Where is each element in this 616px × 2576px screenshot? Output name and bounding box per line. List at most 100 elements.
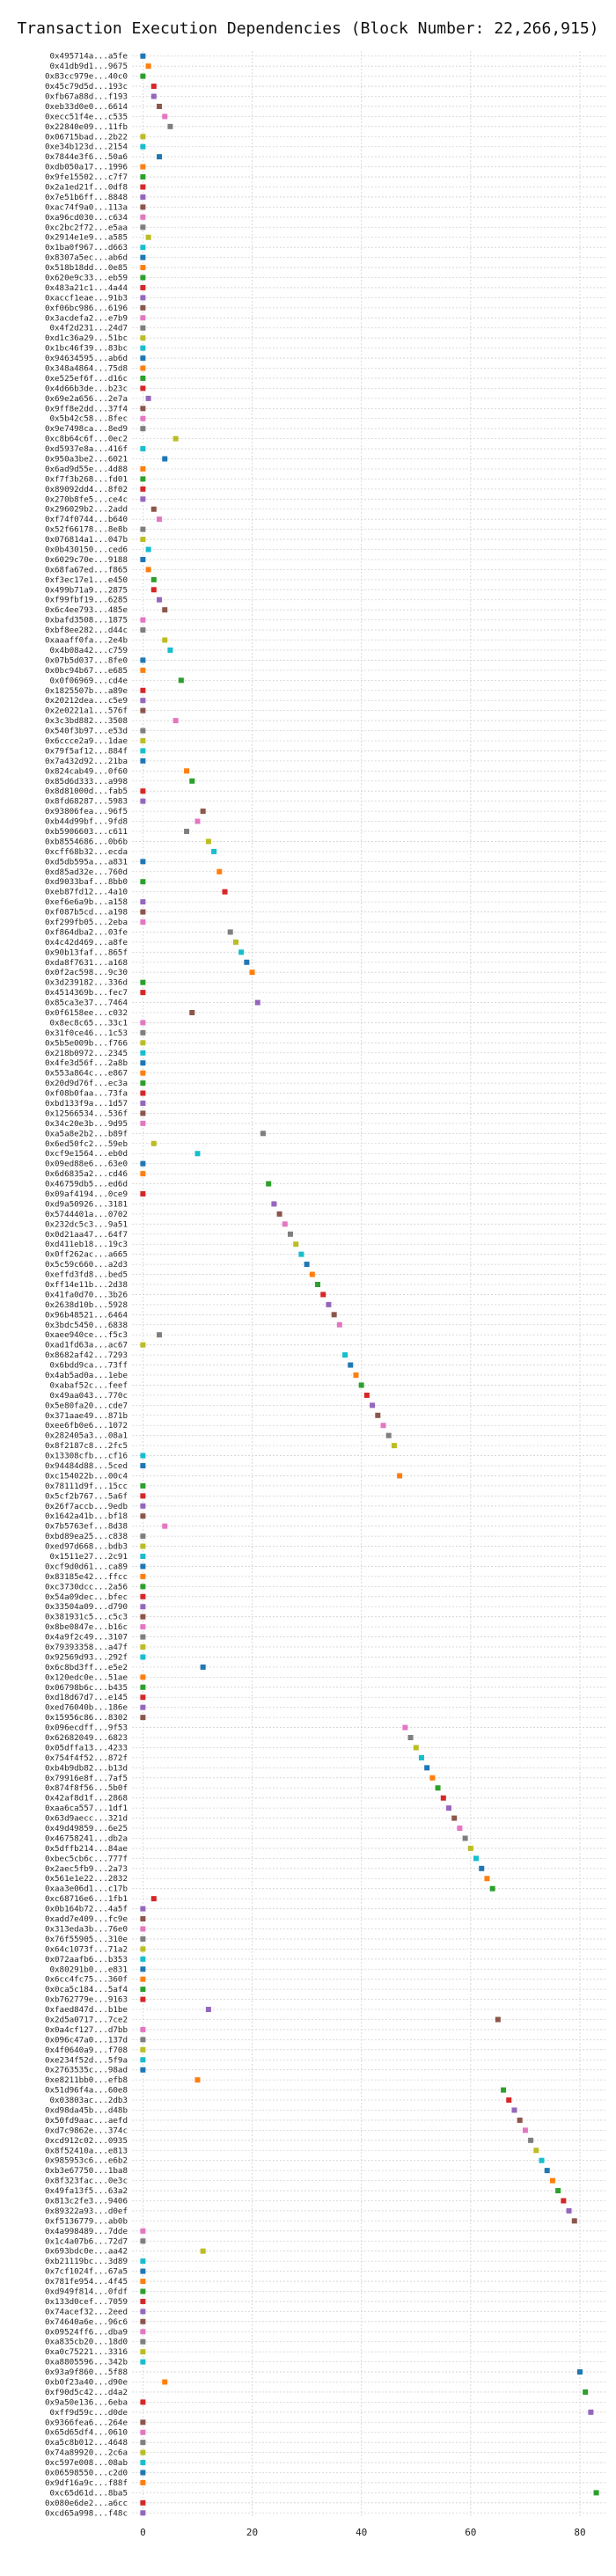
transaction-label: 0xe525ef6f...d16c	[45, 374, 128, 384]
transaction-marker	[484, 1876, 490, 1882]
transaction-label: 0x2914e1e9...a585	[45, 233, 128, 243]
transaction-marker	[424, 1765, 430, 1771]
transaction-marker	[140, 406, 146, 412]
transaction-label: 0x540f3b97...e53d	[45, 727, 128, 736]
transaction-marker	[140, 204, 146, 210]
transaction-marker	[140, 1060, 146, 1066]
transaction-label: 0x05dffa13...4233	[45, 1743, 128, 1753]
transaction-label: 0xaccf1eae...91b3	[45, 293, 128, 303]
transaction-label: 0x8d81000d...fab5	[45, 787, 128, 796]
chart-title: Transaction Execution Dependencies (Bloc…	[17, 19, 599, 38]
transaction-marker	[200, 809, 206, 815]
transaction-label: 0x33504a09...d790	[45, 1602, 128, 1612]
transaction-label: 0xa8805596...342b	[45, 2358, 128, 2367]
transaction-label: 0x34c20e3b...9d95	[45, 1119, 128, 1129]
transaction-marker	[282, 1221, 288, 1227]
transaction-marker	[140, 345, 146, 351]
transaction-label: 0x76f55905...310e	[45, 1935, 128, 1944]
transaction-label: 0xd9033baf...8bb0	[45, 877, 128, 887]
transaction-label: 0xac74f9a0...113a	[45, 202, 128, 212]
transaction-label: 0x5b42c58...8fec	[49, 414, 128, 424]
x-tick-label: 0	[140, 2527, 146, 2538]
transaction-marker	[358, 1382, 364, 1388]
transaction-label: 0x46758241...db2a	[45, 1833, 128, 1843]
transaction-marker	[140, 667, 146, 673]
transaction-marker	[293, 1241, 299, 1248]
transaction-marker	[348, 1362, 354, 1368]
transaction-label: 0x09ed88e6...63e0	[45, 1160, 128, 1169]
transaction-label: 0x2e0221a1...576f	[45, 706, 128, 716]
transaction-label: 0xb0f23a40...d90e	[45, 2377, 128, 2387]
transaction-marker	[320, 1292, 326, 1298]
transaction-marker	[140, 1100, 146, 1106]
transaction-marker	[140, 657, 146, 663]
transaction-label: 0xa0c75221...3316	[45, 2347, 128, 2357]
transaction-label: 0x282405a3...08a1	[45, 1431, 128, 1441]
transaction-label: 0x7cf1024f...67a5	[45, 2267, 128, 2277]
transaction-label: 0x68fa67ed...f865	[45, 565, 128, 574]
transaction-marker	[140, 2279, 146, 2285]
transaction-label: 0xd7c9862e...374c	[45, 2126, 128, 2135]
transaction-marker	[244, 959, 250, 965]
transaction-label: 0x15956c86...8302	[45, 1713, 128, 1723]
transaction-label: 0x270b8fe5...ce4c	[45, 494, 128, 504]
transaction-label: 0xb762779e...9163	[45, 1995, 128, 2005]
transaction-label: 0x20d9d76f...ec3a	[45, 1079, 128, 1088]
transaction-label: 0x1c4a07b6...72d7	[45, 2236, 128, 2246]
transaction-label: 0xf08b0faa...73fa	[45, 1089, 128, 1099]
transaction-marker	[157, 516, 163, 523]
transaction-marker	[140, 2449, 146, 2455]
transaction-label: 0xaee940ce...f5c3	[45, 1330, 128, 1340]
transaction-marker	[140, 476, 146, 482]
transaction-label: 0xf06bc986...6196	[45, 304, 128, 313]
transaction-marker	[140, 2288, 146, 2294]
transaction-marker	[593, 2490, 599, 2496]
transaction-marker	[260, 1131, 266, 1137]
transaction-label: 0xaaaff0fa...2e4b	[45, 636, 128, 646]
transaction-marker	[140, 315, 146, 321]
transaction-label: 0x620e9c33...eb59	[45, 274, 128, 283]
transaction-marker	[140, 385, 146, 392]
transaction-label: 0x8307a5ec...ab6d	[45, 253, 128, 263]
transaction-marker	[140, 537, 146, 543]
transaction-marker	[249, 970, 255, 976]
transaction-marker	[145, 546, 151, 553]
transaction-label: 0x3acdefa2...e7b9	[45, 313, 128, 323]
transaction-marker	[140, 486, 146, 492]
transaction-marker	[457, 1826, 463, 1832]
transaction-label: 0xc8b64c6f...0ec2	[45, 435, 128, 444]
transaction-marker	[140, 1160, 146, 1167]
transaction-label: 0xd1c36a29...51bc	[45, 333, 128, 343]
transaction-marker	[140, 2479, 146, 2485]
transaction-label: 0x93a9f860...5f88	[45, 2367, 128, 2377]
transaction-label: 0xed97d668...bdb3	[45, 1542, 128, 1552]
transaction-label: 0x2aec5fb9...2a73	[45, 1864, 128, 1874]
transaction-marker	[435, 1785, 441, 1791]
transaction-label: 0x4c42d469...a8fe	[45, 938, 128, 948]
transaction-label: 0xed76040b...186e	[45, 1703, 128, 1713]
transaction-label: 0xaa6ca557...1df1	[45, 1804, 128, 1813]
transaction-label: 0x03803ac...2db3	[49, 2096, 128, 2105]
transaction-label: 0x74640a6e...96c6	[45, 2317, 128, 2327]
transaction-marker	[549, 2177, 555, 2184]
transaction-marker	[194, 1151, 201, 1157]
transaction-marker	[140, 184, 146, 190]
transaction-label: 0x381931c5...c5c3	[45, 1613, 128, 1622]
transaction-marker	[140, 265, 146, 271]
transaction-marker	[397, 1473, 403, 1479]
transaction-label: 0x096ecdff...9f53	[45, 1723, 128, 1733]
transaction-marker	[380, 1423, 386, 1429]
transaction-label: 0x781fe954...4f45	[45, 2277, 128, 2287]
transaction-label: 0xf299fb05...2eba	[45, 918, 128, 927]
transaction-label: 0x561e1e22...2832	[45, 1874, 128, 1884]
transaction-label: 0xaa3e06d1...c17b	[45, 1884, 128, 1894]
transaction-marker	[462, 1835, 468, 1841]
transaction-marker	[140, 325, 146, 331]
transaction-label: 0xc3730dcc...2a56	[45, 1582, 128, 1592]
transaction-marker	[140, 1987, 146, 1993]
transaction-label: 0x31f0ce46...1c53	[45, 1028, 128, 1038]
x-tick-labels: 0 20 40 60 80	[140, 2527, 585, 2538]
transaction-marker	[140, 2067, 146, 2073]
transaction-label: 0xd5db595a...a831	[45, 857, 128, 867]
transaction-marker	[140, 879, 146, 885]
